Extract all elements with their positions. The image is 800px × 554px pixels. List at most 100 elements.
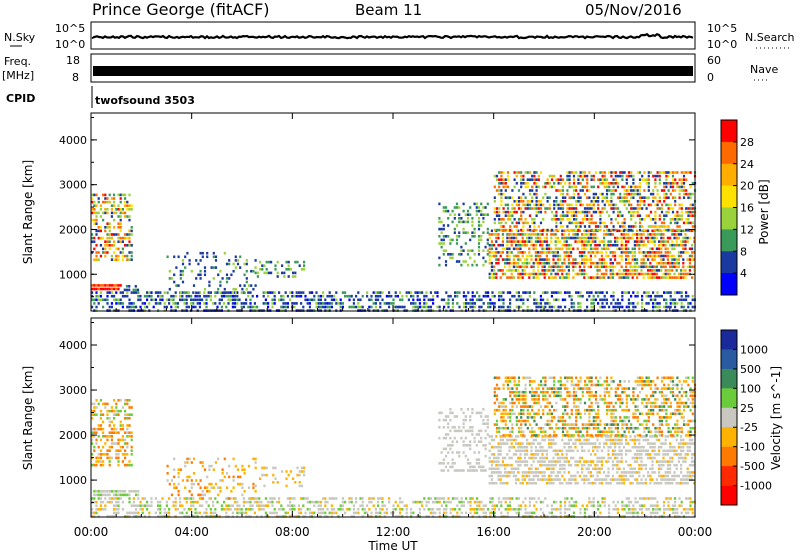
scatter-cell-1-1386 <box>495 445 498 449</box>
scatter-cell-1-31 <box>95 463 98 467</box>
scatter-cell-0-1198 <box>232 269 235 273</box>
scatter-cell-1-1594 <box>545 456 548 460</box>
scatter-cell-0-1815 <box>576 240 579 243</box>
scatter-cell-0-278 <box>126 291 129 294</box>
scatter-cell-0-145 <box>121 236 124 240</box>
scatter-cell-0-471 <box>247 291 250 294</box>
scatter-cell-0-412 <box>209 294 212 298</box>
scatter-cell-1-1664 <box>563 456 566 460</box>
scatter-cell-0-2938 <box>630 218 633 221</box>
scatter-cell-0-1765 <box>563 276 566 279</box>
scatter-cell-1-1138 <box>228 464 231 468</box>
scatter-cell-0-2641 <box>566 189 569 192</box>
scatter-cell-1-1240 <box>449 408 452 411</box>
scatter-cell-0-2670 <box>570 228 573 232</box>
scatter-cell-1-1154 <box>241 464 244 468</box>
scatter-cell-0-344 <box>170 298 173 302</box>
scatter-cell-1-1297 <box>469 418 472 422</box>
scatter-cell-1-771 <box>478 508 481 511</box>
scatter-cell-0-1405 <box>482 217 485 220</box>
scatter-cell-0-1169 <box>208 284 211 287</box>
scatter-cell-1-91 <box>110 431 113 434</box>
scatter-cell-0-621 <box>344 294 347 298</box>
scatter-cell-0-938 <box>570 298 573 302</box>
scatter-cell-0-826 <box>491 291 494 294</box>
scatter-cell-0-2377 <box>500 171 503 174</box>
scatter-cell-0-2140 <box>649 251 652 254</box>
scatter-cell-0-2756 <box>590 178 593 181</box>
scatter-cell-0-2861 <box>612 210 615 214</box>
scatter-cell-0-352 <box>174 294 177 298</box>
scatter-cell-0-1612 <box>530 265 533 269</box>
scatter-cell-0-289 <box>132 291 135 294</box>
scatter-cell-1-914 <box>590 500 593 504</box>
scatter-cell-0-2582 <box>550 218 554 221</box>
scatter-cell-1-1348 <box>484 436 487 440</box>
scatter-cell-0-1421 <box>486 249 489 252</box>
scatter-cell-1-1108 <box>203 486 207 489</box>
scatter-cell-0-2987 <box>641 207 644 210</box>
scatter-cell-0-2951 <box>632 225 635 228</box>
scatter-cell-0-2428 <box>511 196 514 199</box>
scatter-cell-0-2436 <box>513 185 516 189</box>
scatter-cell-1-1312 <box>471 469 474 472</box>
scatter-cell-0-2535 <box>535 200 538 203</box>
scatter-cell-0-2330 <box>688 261 691 265</box>
scatter-cell-0-739 <box>425 305 428 309</box>
scatter-cell-0-2359 <box>495 178 499 181</box>
scatter-cell-1-406 <box>220 504 223 507</box>
scatter-cell-1-1675 <box>565 481 568 485</box>
scatter-cell-0-45 <box>99 229 102 233</box>
scatter-cell-1-1156 <box>241 482 244 486</box>
scatter-cell-1-962 <box>630 511 633 515</box>
scatter-cell-0-2504 <box>528 207 532 210</box>
scatter-cell-0-999 <box>612 298 615 302</box>
scatter-cell-0-2297 <box>682 236 685 240</box>
scatter-cell-0-783 <box>462 294 465 298</box>
scatter-cell-1-824 <box>515 511 518 515</box>
scatter-cell-0-2072 <box>633 261 636 265</box>
scatter-cell-0-2620 <box>559 221 562 225</box>
scatter-cell-0-1381 <box>475 206 478 209</box>
scatter-cell-1-1339 <box>482 408 485 411</box>
scatter-cell-0-331 <box>159 298 162 302</box>
scatter-cell-0-3087 <box>665 225 668 228</box>
scatter-cell-0-451 <box>234 294 237 298</box>
scatter-cell-1-292 <box>137 504 140 507</box>
scatter-cell-1-901 <box>575 500 578 504</box>
scatter-cell-0-1035 <box>641 294 644 298</box>
scatter-cell-0-1192 <box>225 280 229 284</box>
scatter-cell-0-2542 <box>537 178 540 181</box>
scatter-cell-1-1080 <box>186 457 189 461</box>
scatter-cell-0-2393 <box>502 185 505 189</box>
scatter-cell-0-1847 <box>583 258 586 261</box>
scatter-cell-1-1037 <box>680 500 683 504</box>
scatter-cell-0-527 <box>284 305 287 309</box>
scatter-cell-0-823 <box>489 298 492 302</box>
velocity-scatter-data <box>91 376 697 518</box>
scatter-cell-0-2980 <box>638 221 642 225</box>
scatter-cell-0-1679 <box>545 240 548 243</box>
scatter-cell-0-1501 <box>506 269 509 272</box>
scatter-cell-0-3118 <box>671 228 675 232</box>
scatter-cell-1-1165 <box>250 497 253 500</box>
scatter-cell-1-753 <box>469 497 472 500</box>
scatter-cell-0-11 <box>93 200 96 204</box>
scatter-cell-1-494 <box>278 497 281 500</box>
scatter-cell-0-3196 <box>691 192 694 196</box>
scatter-cell-1-1325 <box>477 429 481 433</box>
scatter-cell-1-436 <box>240 508 243 511</box>
scatter-cell-0-1630 <box>534 258 537 261</box>
scatter-cell-0-1073 <box>665 291 668 294</box>
scatter-cell-0-435 <box>225 294 228 298</box>
scatter-cell-1-208 <box>119 493 122 497</box>
scatter-cell-1-987 <box>647 508 650 511</box>
scatter-cell-1-1110 <box>206 475 209 479</box>
scatter-cell-0-1474 <box>499 269 502 272</box>
scatter-cell-0-3182 <box>687 214 690 217</box>
scatter-cell-1-1514 <box>526 471 529 474</box>
scatter-cell-0-903 <box>544 305 547 309</box>
scatter-cell-0-2736 <box>586 178 589 181</box>
scatter-cell-1-683 <box>418 511 421 515</box>
scatter-cell-0-923 <box>557 298 560 302</box>
